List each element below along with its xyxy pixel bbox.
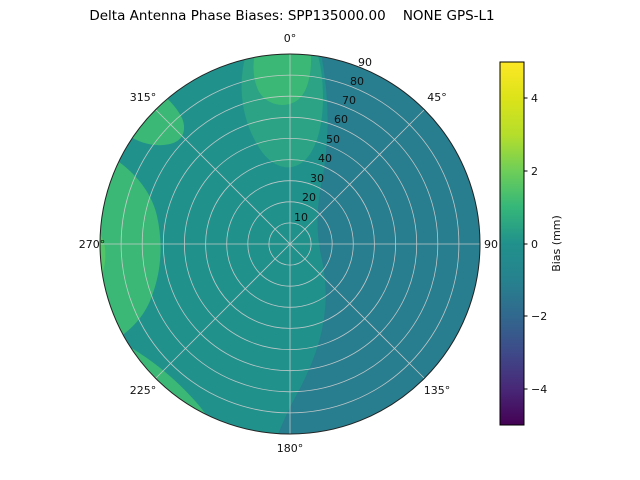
azimuth-label-90: 90: [484, 238, 498, 251]
colorbar-tick-label-2: 2: [531, 165, 538, 178]
colorbar-gradient: [500, 62, 524, 425]
chart-title: Delta Antenna Phase Biases: SPP135000.00…: [89, 8, 495, 24]
colorbar-tick-labels: 4 2 0 −2 −4: [531, 92, 547, 396]
radial-tick-label-70: 70: [342, 94, 356, 107]
contour-green-bright-left-region: [100, 206, 106, 297]
radial-tick-label-40: 40: [318, 152, 332, 165]
azimuth-label-270: 270°: [79, 238, 106, 251]
colorbar-tick-label-4: 4: [531, 92, 538, 105]
azimuth-label-315: 315°: [130, 91, 157, 104]
polar-spine: [99, 53, 481, 435]
radial-tick-labels: 10 20 30 40 50 60 70 80 90: [294, 56, 372, 224]
colorbar-ticks: [524, 97, 528, 390]
contour-green-top-core-region: [253, 54, 312, 105]
contour-green-upper-left-region: [108, 72, 185, 146]
radial-tick-label-30: 30: [310, 172, 324, 185]
radial-tick-label-20: 20: [302, 191, 316, 204]
polar-grid: [100, 54, 480, 434]
colorbar: 4 2 0 −2 −4 Bias (mm): [499, 61, 563, 426]
azimuth-label-225: 225°: [130, 384, 157, 397]
radial-tick-label-10: 10: [294, 211, 308, 224]
radial-tick-label-90: 90: [358, 56, 372, 69]
azimuth-tick-labels: 0° 45° 90 135° 180° 225° 270° 315°: [79, 32, 498, 455]
grid-spoke-135-315: [155, 109, 425, 379]
colorbar-tick-label-neg2: −2: [531, 310, 547, 323]
azimuth-label-135: 135°: [424, 384, 451, 397]
radial-tick-label-50: 50: [326, 133, 340, 146]
colorbar-tick-label-0: 0: [531, 238, 538, 251]
azimuth-label-180: 180°: [277, 442, 304, 455]
radial-tick-label-60: 60: [334, 113, 348, 126]
azimuth-label-45: 45°: [427, 91, 447, 104]
colorbar-axis-label: Bias (mm): [550, 215, 563, 272]
polar-contour-fill: [100, 54, 480, 434]
azimuth-label-0: 0°: [284, 32, 297, 45]
radial-tick-label-80: 80: [350, 75, 364, 88]
colorbar-tick-label-neg4: −4: [531, 383, 547, 396]
